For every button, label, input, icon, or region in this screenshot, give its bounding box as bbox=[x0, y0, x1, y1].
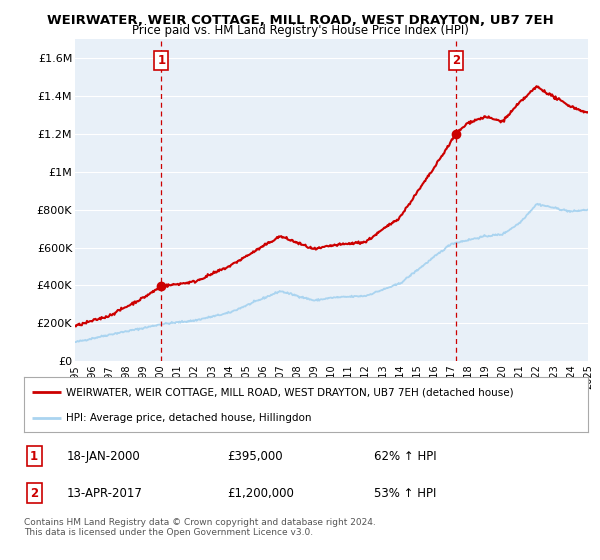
Text: 1: 1 bbox=[30, 450, 38, 463]
Text: 1: 1 bbox=[157, 54, 166, 67]
Text: 2: 2 bbox=[452, 54, 460, 67]
Text: 18-JAN-2000: 18-JAN-2000 bbox=[66, 450, 140, 463]
Text: Contains HM Land Registry data © Crown copyright and database right 2024.
This d: Contains HM Land Registry data © Crown c… bbox=[24, 518, 376, 538]
Text: HPI: Average price, detached house, Hillingdon: HPI: Average price, detached house, Hill… bbox=[66, 413, 312, 422]
Text: Price paid vs. HM Land Registry's House Price Index (HPI): Price paid vs. HM Land Registry's House … bbox=[131, 24, 469, 37]
Text: 13-APR-2017: 13-APR-2017 bbox=[66, 487, 142, 500]
Text: 62% ↑ HPI: 62% ↑ HPI bbox=[374, 450, 436, 463]
Text: £395,000: £395,000 bbox=[227, 450, 283, 463]
Text: £1,200,000: £1,200,000 bbox=[227, 487, 294, 500]
Text: 2: 2 bbox=[30, 487, 38, 500]
Text: WEIRWATER, WEIR COTTAGE, MILL ROAD, WEST DRAYTON, UB7 7EH (detached house): WEIRWATER, WEIR COTTAGE, MILL ROAD, WEST… bbox=[66, 388, 514, 397]
Text: WEIRWATER, WEIR COTTAGE, MILL ROAD, WEST DRAYTON, UB7 7EH: WEIRWATER, WEIR COTTAGE, MILL ROAD, WEST… bbox=[47, 14, 553, 27]
Text: 53% ↑ HPI: 53% ↑ HPI bbox=[374, 487, 436, 500]
